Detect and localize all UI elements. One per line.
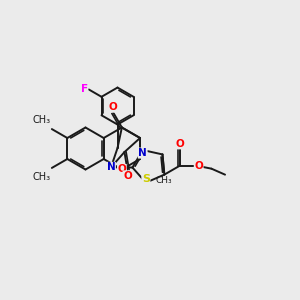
Text: S: S <box>142 174 150 184</box>
Text: F: F <box>81 85 88 94</box>
Text: CH₃: CH₃ <box>156 176 172 185</box>
Text: O: O <box>123 171 132 181</box>
Text: O: O <box>118 164 126 175</box>
Text: CH₃: CH₃ <box>32 172 50 182</box>
Text: N: N <box>106 162 116 172</box>
Text: CH₃: CH₃ <box>32 115 50 124</box>
Text: N: N <box>138 148 147 158</box>
Text: O: O <box>176 139 184 149</box>
Text: O: O <box>194 161 203 171</box>
Text: O: O <box>109 102 118 112</box>
